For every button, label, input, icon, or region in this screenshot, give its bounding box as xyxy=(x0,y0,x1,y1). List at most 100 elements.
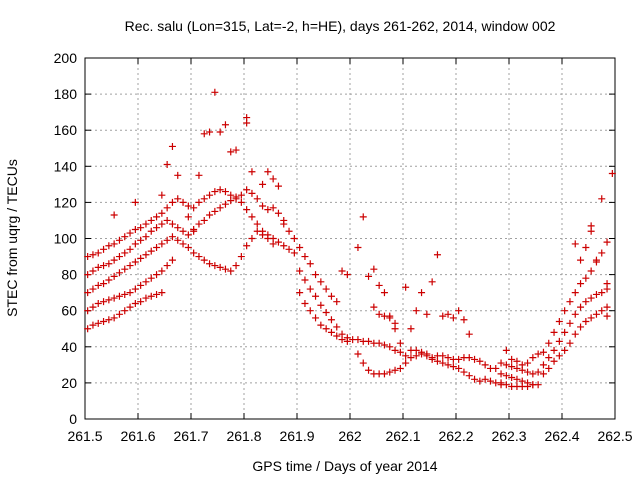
data-point-plus xyxy=(121,307,129,315)
x-tick-label: 262 xyxy=(338,428,362,444)
data-point-plus xyxy=(163,160,171,168)
data-point-plus xyxy=(296,289,304,297)
data-point-plus xyxy=(126,229,134,237)
data-point-plus xyxy=(423,310,431,318)
data-point-plus xyxy=(211,262,219,270)
data-point-plus xyxy=(502,381,510,389)
data-point-plus xyxy=(608,170,616,178)
data-point-plus xyxy=(221,265,229,273)
data-point-plus xyxy=(110,272,118,280)
data-point-plus xyxy=(592,290,600,298)
data-point-plus xyxy=(105,276,113,284)
data-point-plus xyxy=(147,227,155,235)
data-point-plus xyxy=(497,359,505,367)
data-point-plus xyxy=(333,332,341,340)
x-tick-label: 261.7 xyxy=(173,428,208,444)
data-point-plus xyxy=(147,247,155,255)
data-point-plus xyxy=(232,146,240,154)
data-point-plus xyxy=(577,256,585,264)
data-point-plus xyxy=(555,337,563,345)
y-tick-label: 0 xyxy=(69,411,77,427)
x-tick-label: 261.5 xyxy=(67,428,102,444)
data-point-plus xyxy=(110,211,118,219)
data-point-plus xyxy=(317,321,325,329)
data-point-plus xyxy=(502,361,510,369)
data-point-plus xyxy=(439,359,447,367)
data-point-plus xyxy=(121,290,129,298)
data-point-plus xyxy=(190,204,198,212)
x-tick-label: 262.4 xyxy=(544,428,579,444)
data-point-plus xyxy=(598,289,606,297)
data-point-plus xyxy=(269,175,277,183)
data-point-plus xyxy=(343,337,351,345)
data-point-plus xyxy=(89,303,97,311)
data-point-plus xyxy=(365,272,373,280)
data-point-plus xyxy=(582,298,590,306)
data-point-plus xyxy=(587,294,595,302)
data-point-plus xyxy=(306,285,314,293)
data-point-plus xyxy=(174,171,182,179)
data-point-plus xyxy=(137,224,145,232)
data-point-plus xyxy=(184,231,192,239)
data-point-plus xyxy=(497,370,505,378)
data-point-plus xyxy=(184,244,192,252)
data-point-plus xyxy=(131,285,139,293)
data-point-plus xyxy=(105,296,113,304)
data-point-plus xyxy=(153,224,161,232)
x-tick-label: 261.8 xyxy=(226,428,261,444)
data-point-plus xyxy=(296,267,304,275)
data-point-plus xyxy=(359,213,367,221)
data-point-plus xyxy=(301,276,309,284)
y-tick-label: 80 xyxy=(61,267,77,283)
data-point-plus xyxy=(84,325,92,333)
data-point-plus xyxy=(153,271,161,279)
y-tick-label: 40 xyxy=(61,339,77,355)
data-point-plus xyxy=(158,240,166,248)
data-point-plus xyxy=(513,375,521,383)
data-point-plus xyxy=(211,188,219,196)
data-point-plus xyxy=(131,198,139,206)
x-tick-label: 262.5 xyxy=(597,428,632,444)
data-point-plus xyxy=(200,195,208,203)
data-point-plus xyxy=(338,267,346,275)
data-point-plus xyxy=(227,267,235,275)
data-point-plus xyxy=(248,168,256,176)
data-point-plus xyxy=(84,253,92,261)
data-point-plus xyxy=(200,216,208,224)
data-point-plus xyxy=(603,280,611,288)
data-point-plus xyxy=(460,316,468,324)
data-point-plus xyxy=(333,323,341,331)
data-point-plus xyxy=(227,197,235,205)
data-point-plus xyxy=(94,299,102,307)
data-point-plus xyxy=(439,352,447,360)
data-point-plus xyxy=(248,213,256,221)
data-point-plus xyxy=(428,278,436,286)
data-point-plus xyxy=(115,236,123,244)
data-point-plus xyxy=(206,260,214,268)
data-point-plus xyxy=(237,191,245,199)
data-point-plus xyxy=(137,281,145,289)
data-point-plus xyxy=(550,346,558,354)
x-tick-label: 261.9 xyxy=(279,428,314,444)
data-point-plus xyxy=(396,348,404,356)
data-point-plus xyxy=(386,312,394,320)
data-point-plus xyxy=(84,307,92,315)
data-point-plus xyxy=(110,240,118,248)
data-point-plus xyxy=(253,220,261,228)
data-point-plus xyxy=(285,245,293,253)
data-point-plus xyxy=(280,216,288,224)
data-point-plus xyxy=(163,204,171,212)
data-point-plus xyxy=(306,260,314,268)
axes: 261.5 261.6 261.7 261.8 261.9 262 262.1 262.2 26… xyxy=(54,50,633,444)
data-point-plus xyxy=(126,262,134,270)
data-point-plus xyxy=(380,289,388,297)
data-point-plus xyxy=(566,339,574,347)
data-point-plus xyxy=(524,359,532,367)
data-point-plus xyxy=(253,227,261,235)
y-tick-label: 100 xyxy=(54,231,78,247)
data-point-plus xyxy=(391,319,399,327)
data-point-plus xyxy=(465,372,473,380)
data-point-plus xyxy=(248,189,256,197)
data-point-plus xyxy=(481,375,489,383)
data-point-plus xyxy=(243,242,251,250)
